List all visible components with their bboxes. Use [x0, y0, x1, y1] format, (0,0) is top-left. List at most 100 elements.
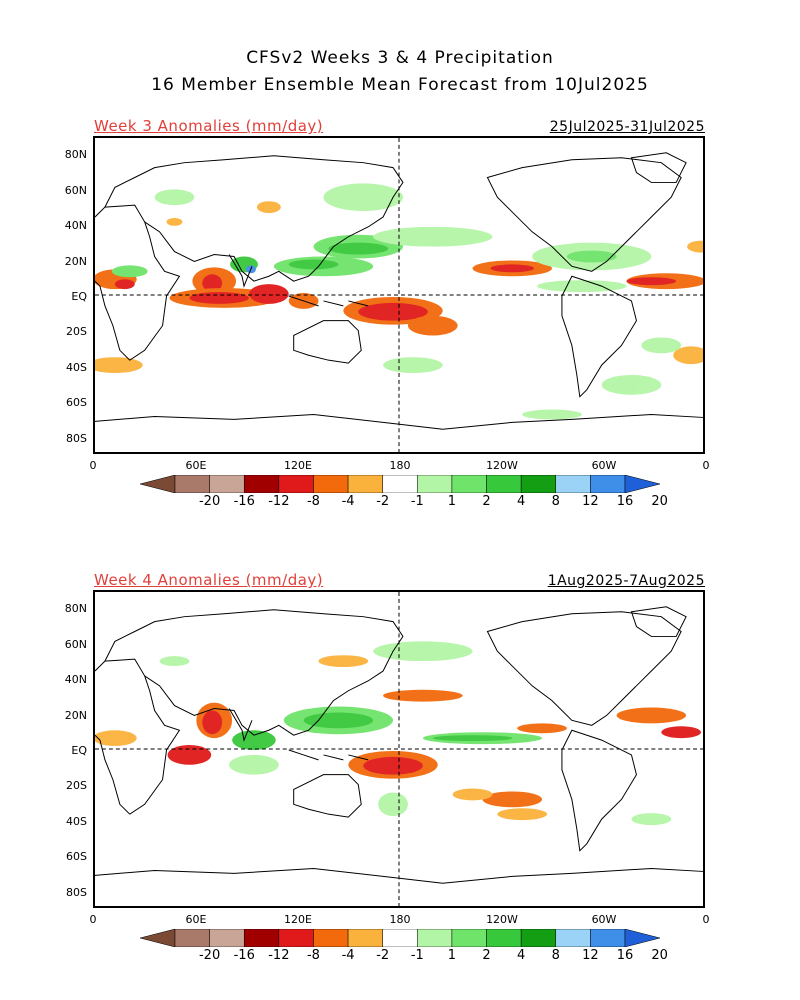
- lon-180: 180: [389, 913, 411, 926]
- colorbar-label: -16: [233, 948, 255, 963]
- colorbar-swatch: [278, 929, 314, 947]
- lat-20n: 20N: [64, 709, 87, 722]
- lat-80s: 80S: [66, 432, 87, 445]
- week3-map-svg: [95, 138, 703, 452]
- colorbar-swatch: [520, 929, 557, 947]
- colorbar-labels-week3: -20 -16 -12 -8 -4 -2 -1 1 2 4 8 12 16 20: [140, 494, 668, 510]
- colorbar-swatch: [209, 475, 245, 493]
- colorbar-swatch: [520, 475, 557, 493]
- colorbar-label: -12: [268, 494, 290, 509]
- colorbar-week4: [140, 929, 660, 947]
- lat-60n: 60N: [64, 638, 87, 651]
- colorbar-swatch: [451, 929, 487, 947]
- lat-40n: 40N: [64, 219, 87, 232]
- lon-120e: 120E: [284, 459, 312, 472]
- week4-map: [93, 590, 705, 908]
- week3-dates: 25Jul2025-31Jul2025: [549, 119, 705, 135]
- colorbar-swatch: [382, 929, 418, 947]
- colorbar-swatch: [624, 475, 660, 493]
- colorbar-label: -1: [410, 948, 424, 963]
- colorbar-label: 4: [517, 948, 526, 963]
- lat-60s: 60S: [66, 850, 87, 863]
- colorbar-label: 1: [447, 948, 457, 963]
- lon-180: 180: [389, 459, 411, 472]
- lon-60w: 60W: [591, 459, 617, 472]
- colorbar-swatch: [555, 929, 591, 947]
- colorbar-swatch: [347, 929, 383, 947]
- colorbar-swatch: [313, 929, 349, 947]
- colorbar-label: -8: [306, 948, 320, 963]
- lat-80n: 80N: [64, 602, 87, 615]
- colorbar-swatch: [590, 929, 626, 947]
- coastlines: [95, 152, 703, 430]
- colorbar-label: 2: [482, 948, 491, 963]
- colorbar-swatch: [486, 929, 522, 947]
- colorbar-swatch: [243, 929, 280, 947]
- lat-40s: 40S: [66, 361, 87, 374]
- lat-eq: EQ: [71, 290, 87, 303]
- colorbar-swatch: [313, 475, 349, 493]
- colorbar-label: 16: [616, 948, 634, 963]
- lon-120e: 120E: [284, 913, 312, 926]
- lat-40n: 40N: [64, 673, 87, 686]
- colorbar-label: -4: [341, 948, 355, 963]
- precip-anomaly-shading: [95, 183, 703, 420]
- lat-40s: 40S: [66, 815, 87, 828]
- colorbar-swatch: [278, 475, 314, 493]
- lat-60s: 60S: [66, 396, 87, 409]
- week4-label: Week 4 Anomalies (mm/day): [94, 571, 324, 589]
- lon-60w: 60W: [591, 913, 617, 926]
- colorbar-swatch: [347, 475, 383, 493]
- colorbar-swatch: [417, 475, 453, 493]
- week3-label: Week 3 Anomalies (mm/day): [94, 117, 324, 135]
- colorbar-label: -20: [198, 494, 221, 509]
- colorbar-swatch: [209, 929, 245, 947]
- week4-map-svg: [95, 592, 703, 906]
- lat-80s: 80S: [66, 886, 87, 899]
- title-line-2: 16 Member Ensemble Mean Forecast from 10…: [151, 75, 649, 95]
- colorbar-label: 8: [551, 948, 560, 963]
- colorbar-swatch: [382, 475, 418, 493]
- colorbar-label: 1: [447, 494, 457, 509]
- colorbar-label: -4: [341, 494, 355, 509]
- colorbar-swatch: [243, 475, 280, 493]
- lat-60n: 60N: [64, 184, 87, 197]
- colorbar-swatch: [624, 929, 660, 947]
- colorbar-label: -20: [198, 948, 221, 963]
- lon-60e: 60E: [185, 459, 207, 472]
- colorbar-label: 2: [482, 494, 491, 509]
- week3-map: [93, 136, 705, 454]
- colorbar-label: 8: [551, 494, 560, 509]
- colorbar-label: -2: [376, 494, 390, 509]
- lon-120w: 120W: [486, 459, 518, 472]
- title-line-1: CFSv2 Weeks 3 & 4 Precipitation: [246, 48, 554, 68]
- lat-eq: EQ: [71, 744, 87, 757]
- colorbar-label: 12: [582, 494, 599, 509]
- lon-0: 0: [89, 459, 97, 472]
- colorbar-week3: [140, 475, 660, 493]
- colorbar-label: 12: [582, 948, 599, 963]
- colorbar-swatch: [174, 929, 210, 947]
- lon-0-end: 0: [702, 913, 710, 926]
- colorbar-swatch: [417, 929, 453, 947]
- colorbar-label: 20: [651, 494, 668, 509]
- precip-anomaly-shading: [95, 641, 702, 826]
- colorbar-label: -2: [376, 948, 390, 963]
- colorbar-swatch: [140, 929, 176, 947]
- lat-20s: 20S: [66, 325, 87, 338]
- colorbar-labels-week4: -20 -16 -12 -8 -4 -2 -1 1 2 4 8 12 16 20: [140, 948, 668, 964]
- colorbar-label: 4: [517, 494, 526, 509]
- colorbar-swatch: [174, 475, 210, 493]
- lon-0-end: 0: [702, 459, 710, 472]
- colorbar-label: 16: [616, 494, 634, 509]
- colorbar-swatch: [486, 475, 522, 493]
- colorbar-label: -16: [233, 494, 255, 509]
- lon-0: 0: [89, 913, 97, 926]
- colorbar-swatch: [140, 475, 176, 493]
- colorbar-swatch: [555, 475, 591, 493]
- week4-dates: 1Aug2025-7Aug2025: [547, 573, 705, 589]
- colorbar-label: -1: [410, 494, 424, 509]
- colorbar-swatch: [451, 475, 487, 493]
- lon-120w: 120W: [486, 913, 518, 926]
- lon-60e: 60E: [185, 913, 207, 926]
